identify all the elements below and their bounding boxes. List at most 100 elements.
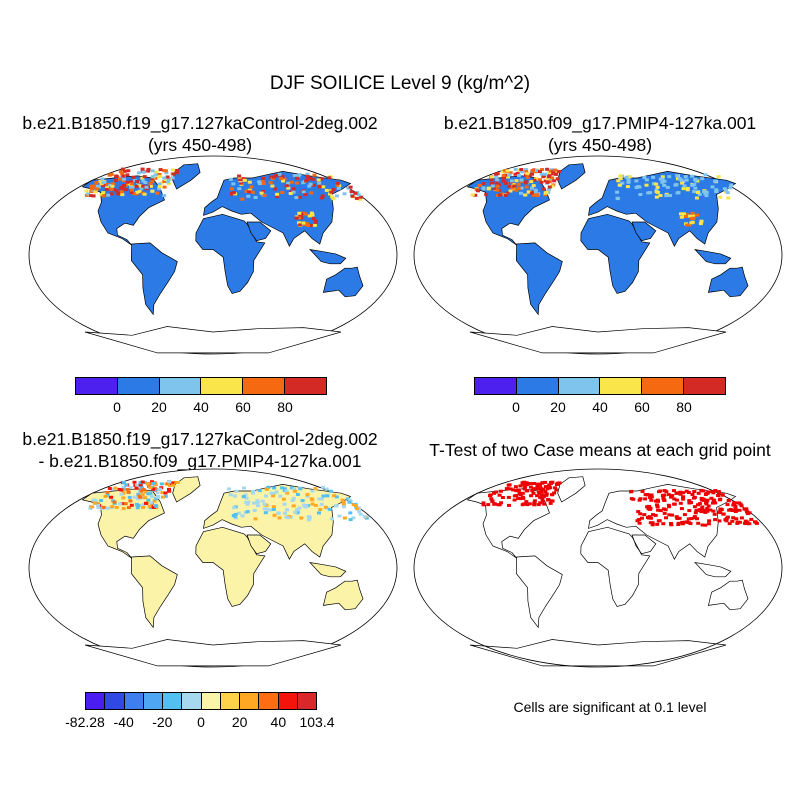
grid-cell xyxy=(662,183,667,187)
continent-southamerica xyxy=(515,242,563,316)
grid-cell xyxy=(655,505,660,509)
grid-cell xyxy=(700,177,705,181)
grid-cell xyxy=(286,181,291,185)
grid-cell xyxy=(319,497,324,501)
grid-cell xyxy=(644,183,649,187)
grid-cell xyxy=(510,186,515,190)
grid-cell xyxy=(321,494,326,498)
grid-cell xyxy=(718,195,723,199)
grid-cell xyxy=(143,490,148,494)
grid-cell xyxy=(342,516,347,520)
grid-cell xyxy=(653,513,658,517)
grid-cell xyxy=(128,486,133,490)
grid-cell xyxy=(125,180,130,184)
grid-cell xyxy=(529,494,534,498)
grid-cell xyxy=(523,193,528,197)
grid-cell xyxy=(119,185,124,189)
grid-cell xyxy=(499,489,503,493)
grid-cell xyxy=(305,174,310,178)
grid-cell xyxy=(96,185,101,189)
grid-cell xyxy=(146,169,151,173)
grid-cell xyxy=(513,485,518,489)
grid-cell xyxy=(134,185,139,188)
grid-cell xyxy=(151,481,156,485)
grid-cell xyxy=(247,190,252,194)
grid-cell xyxy=(543,172,548,176)
grid-cell xyxy=(285,508,290,512)
grid-cell xyxy=(122,187,127,191)
grid-cell xyxy=(492,502,497,506)
grid-cell xyxy=(685,520,689,524)
grid-cell xyxy=(655,522,660,526)
grid-cell xyxy=(351,516,356,520)
grid-cell xyxy=(702,190,706,194)
grid-cell xyxy=(144,185,149,189)
grid-cell xyxy=(656,519,661,523)
grid-cell xyxy=(135,190,140,194)
grid-cell xyxy=(672,502,677,506)
grid-cell xyxy=(536,503,541,507)
grid-cell xyxy=(139,489,144,493)
grid-cell xyxy=(112,500,117,504)
grid-cell xyxy=(503,193,508,197)
grid-cell xyxy=(690,220,695,224)
grid-cell xyxy=(507,483,512,487)
colorbar-tick-label: 0 xyxy=(512,399,520,415)
grid-cell xyxy=(157,173,162,176)
grid-cell xyxy=(119,488,124,492)
grid-cell xyxy=(119,492,124,496)
grid-cell xyxy=(321,185,326,189)
grid-cell xyxy=(494,175,499,179)
grid-cell xyxy=(293,510,298,514)
grid-cell xyxy=(515,171,520,175)
grid-cell xyxy=(531,184,536,188)
panel4-map xyxy=(413,468,783,668)
grid-cell xyxy=(700,505,705,509)
grid-cell xyxy=(539,172,544,176)
grid-cell xyxy=(531,491,536,495)
grid-cell xyxy=(556,481,561,485)
grid-cell xyxy=(627,175,632,179)
grid-cell xyxy=(531,487,536,491)
continent-arabia xyxy=(631,534,657,555)
grid-cell xyxy=(325,494,330,498)
grid-cell xyxy=(634,179,639,183)
grid-cell xyxy=(492,491,496,495)
grid-cell xyxy=(301,181,306,185)
grid-cell xyxy=(699,496,704,500)
grid-cell xyxy=(313,220,318,224)
grid-cell xyxy=(662,489,667,493)
grid-cell xyxy=(150,169,155,173)
grid-cell xyxy=(679,215,684,219)
grid-cell xyxy=(305,172,310,176)
grid-cell xyxy=(99,499,104,502)
grid-cell xyxy=(712,512,717,516)
colorbar-tick-label: -20 xyxy=(152,714,173,730)
grid-cell xyxy=(114,189,119,193)
grid-cell xyxy=(489,178,494,182)
grid-cell xyxy=(303,193,308,197)
grid-cell xyxy=(358,197,363,201)
grid-cell xyxy=(527,502,532,506)
grid-cell xyxy=(525,503,530,507)
grid-cell xyxy=(476,189,480,193)
grid-cell xyxy=(255,499,260,503)
grid-cell xyxy=(312,223,317,227)
grid-cell xyxy=(276,511,281,515)
grid-cell xyxy=(291,187,296,191)
grid-cell xyxy=(94,181,99,185)
grid-cell xyxy=(166,482,171,486)
grid-cell xyxy=(706,522,711,526)
grid-cell xyxy=(543,193,548,197)
grid-cell xyxy=(135,506,140,510)
grid-cell xyxy=(158,168,163,172)
grid-cell xyxy=(615,190,620,194)
grid-cell xyxy=(550,480,555,484)
colorbar-swatch xyxy=(240,693,260,709)
grid-cell xyxy=(139,186,144,190)
grid-cell xyxy=(319,196,324,200)
grid-cell xyxy=(523,173,528,177)
grid-cell xyxy=(295,493,300,496)
continent-africa xyxy=(195,213,266,294)
grid-cell xyxy=(706,490,711,494)
